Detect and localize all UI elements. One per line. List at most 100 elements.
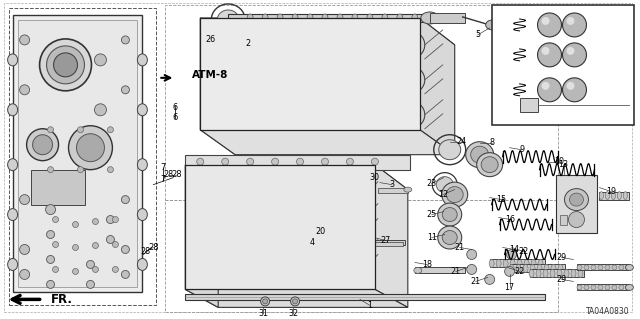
Ellipse shape bbox=[571, 270, 576, 278]
Ellipse shape bbox=[305, 66, 335, 94]
Circle shape bbox=[246, 158, 253, 165]
Circle shape bbox=[106, 216, 115, 224]
Ellipse shape bbox=[523, 264, 528, 272]
Ellipse shape bbox=[577, 265, 582, 270]
Circle shape bbox=[538, 78, 561, 102]
Ellipse shape bbox=[438, 203, 461, 226]
Ellipse shape bbox=[311, 106, 329, 123]
Text: 17: 17 bbox=[504, 283, 515, 292]
Ellipse shape bbox=[215, 31, 245, 59]
Ellipse shape bbox=[414, 267, 422, 273]
Ellipse shape bbox=[290, 175, 310, 194]
Circle shape bbox=[371, 158, 378, 165]
Ellipse shape bbox=[350, 31, 380, 59]
Bar bbox=[375, 241, 403, 247]
Bar bbox=[577, 264, 629, 271]
Circle shape bbox=[92, 242, 99, 249]
Circle shape bbox=[566, 82, 575, 90]
Circle shape bbox=[92, 266, 99, 272]
Ellipse shape bbox=[138, 54, 147, 66]
Bar bbox=[577, 285, 629, 290]
Circle shape bbox=[113, 241, 118, 248]
Ellipse shape bbox=[247, 14, 253, 22]
Circle shape bbox=[106, 235, 115, 243]
Ellipse shape bbox=[260, 101, 290, 129]
Text: 17: 17 bbox=[596, 10, 606, 19]
Circle shape bbox=[77, 167, 83, 173]
Ellipse shape bbox=[311, 71, 329, 88]
Ellipse shape bbox=[205, 253, 214, 262]
Ellipse shape bbox=[245, 212, 265, 231]
Ellipse shape bbox=[397, 14, 403, 22]
Ellipse shape bbox=[401, 106, 419, 123]
Ellipse shape bbox=[401, 71, 419, 88]
Bar bbox=[556, 174, 597, 233]
Ellipse shape bbox=[442, 208, 457, 222]
Ellipse shape bbox=[266, 71, 284, 88]
Circle shape bbox=[122, 36, 129, 44]
Text: 21: 21 bbox=[451, 267, 461, 276]
Text: 22: 22 bbox=[518, 247, 529, 256]
Ellipse shape bbox=[503, 259, 508, 267]
Ellipse shape bbox=[138, 258, 147, 271]
Ellipse shape bbox=[524, 259, 529, 267]
Ellipse shape bbox=[221, 71, 239, 88]
Ellipse shape bbox=[291, 297, 300, 306]
Circle shape bbox=[296, 158, 303, 165]
Ellipse shape bbox=[619, 265, 624, 270]
Polygon shape bbox=[185, 289, 408, 308]
Ellipse shape bbox=[205, 217, 214, 226]
Ellipse shape bbox=[436, 177, 453, 193]
Text: TA04A0830: TA04A0830 bbox=[586, 307, 629, 316]
Ellipse shape bbox=[195, 242, 226, 272]
Ellipse shape bbox=[316, 111, 324, 119]
Ellipse shape bbox=[340, 180, 349, 189]
Ellipse shape bbox=[307, 14, 313, 22]
Circle shape bbox=[20, 35, 29, 45]
Circle shape bbox=[566, 17, 575, 25]
Ellipse shape bbox=[481, 157, 498, 173]
Ellipse shape bbox=[361, 176, 369, 183]
Ellipse shape bbox=[200, 175, 220, 194]
Ellipse shape bbox=[329, 170, 361, 200]
Ellipse shape bbox=[316, 41, 324, 49]
Ellipse shape bbox=[618, 192, 621, 200]
Bar bbox=[185, 155, 410, 170]
Text: 16: 16 bbox=[506, 215, 516, 224]
Ellipse shape bbox=[215, 66, 245, 94]
Text: 17: 17 bbox=[596, 74, 606, 83]
Circle shape bbox=[86, 261, 95, 269]
Circle shape bbox=[563, 13, 586, 37]
Bar bbox=[31, 170, 86, 204]
Text: ATM-8: ATM-8 bbox=[192, 70, 228, 80]
Polygon shape bbox=[420, 18, 455, 155]
Ellipse shape bbox=[316, 76, 324, 84]
Ellipse shape bbox=[516, 264, 521, 272]
Ellipse shape bbox=[517, 259, 522, 267]
Ellipse shape bbox=[537, 264, 542, 272]
Ellipse shape bbox=[335, 175, 355, 194]
Text: 7: 7 bbox=[161, 163, 166, 172]
Ellipse shape bbox=[591, 285, 596, 290]
Ellipse shape bbox=[625, 264, 634, 271]
Text: 18: 18 bbox=[494, 23, 504, 33]
Circle shape bbox=[95, 104, 106, 116]
Ellipse shape bbox=[292, 299, 298, 304]
Ellipse shape bbox=[420, 12, 439, 24]
Ellipse shape bbox=[598, 265, 603, 270]
Circle shape bbox=[92, 219, 99, 225]
Ellipse shape bbox=[612, 265, 617, 270]
Ellipse shape bbox=[277, 14, 283, 22]
Text: 28: 28 bbox=[163, 170, 173, 179]
Text: 3: 3 bbox=[389, 180, 394, 189]
Ellipse shape bbox=[221, 36, 239, 53]
Circle shape bbox=[541, 17, 550, 25]
Text: 2: 2 bbox=[246, 40, 251, 48]
Ellipse shape bbox=[550, 270, 555, 278]
Ellipse shape bbox=[395, 31, 425, 59]
Ellipse shape bbox=[625, 285, 634, 290]
Ellipse shape bbox=[442, 231, 457, 244]
Ellipse shape bbox=[40, 39, 92, 91]
Circle shape bbox=[467, 249, 477, 259]
Ellipse shape bbox=[477, 153, 502, 177]
